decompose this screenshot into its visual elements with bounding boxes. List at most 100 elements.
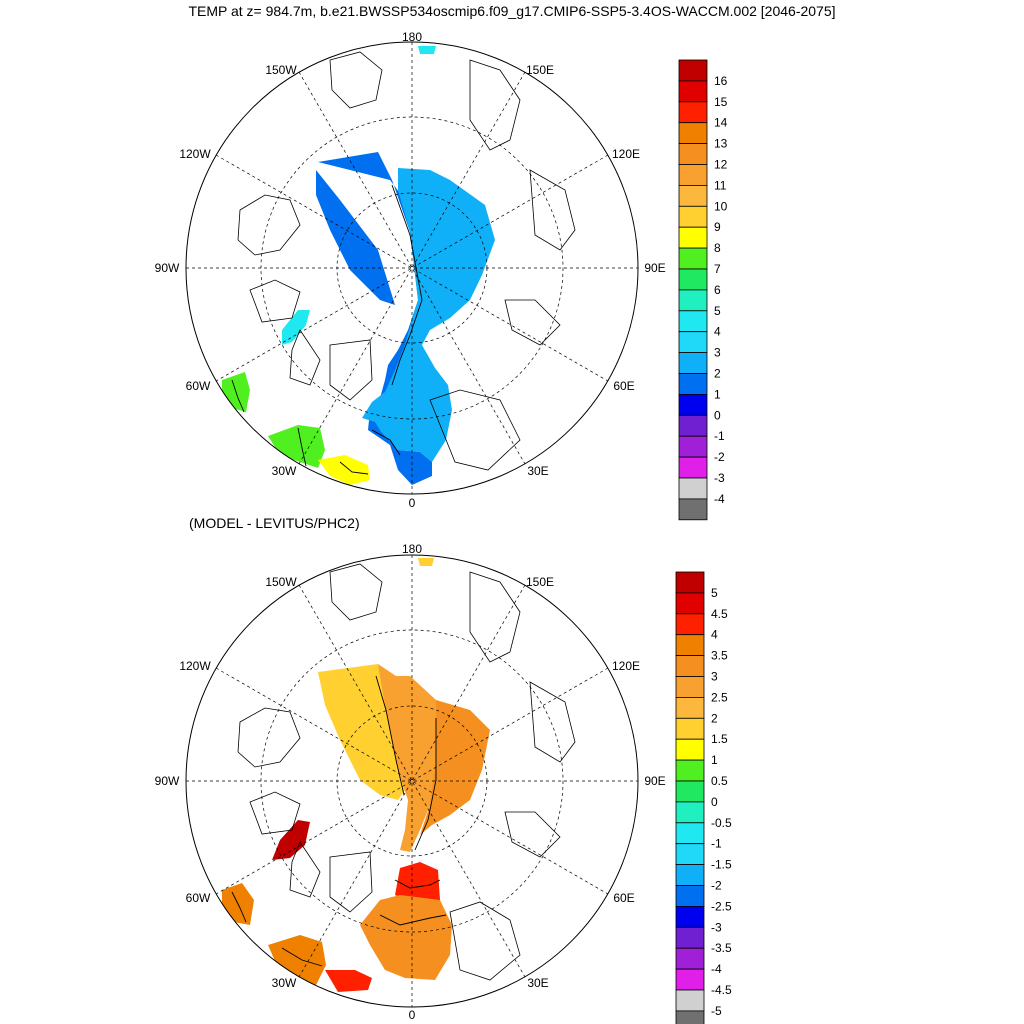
top-colorbar-tick-label: 8 — [714, 241, 721, 255]
bottom-colorbar-tick-label: 4 — [711, 628, 718, 642]
top-label-30w: 30W — [272, 464, 297, 478]
bottom-field-fram-strait — [395, 862, 440, 905]
bottom-colorbar-swatch — [675, 717, 705, 740]
top-colorbar-tick-label: 11 — [714, 178, 727, 192]
bottom-label-120w: 120W — [179, 659, 211, 673]
bottom-map-coastlines — [237, 563, 576, 981]
bottom-label-30w: 30W — [272, 976, 297, 990]
bottom-colorbar-tick-label: 2.5 — [711, 690, 728, 704]
top-polar-map: 180 150W 150E 120W 120E 90W 90E 60W 60E … — [155, 30, 666, 510]
top-field-atlantic-green — [268, 425, 325, 468]
bottom-colorbar-swatch — [675, 926, 705, 949]
top-colorbar-swatch — [678, 59, 708, 82]
bottom-field-atlantic — [268, 935, 326, 985]
top-label-90w: 90W — [155, 261, 180, 275]
bottom-map-fields — [222, 558, 576, 992]
top-colorbar-tick-label: 14 — [714, 116, 728, 130]
top-map-coastlines — [237, 51, 576, 471]
top-label-60e: 60E — [613, 379, 634, 393]
bottom-colorbar-tick-label: -2 — [711, 879, 722, 893]
top-colorbar-tick-label: 0 — [714, 408, 721, 422]
top-colorbar-swatch — [678, 122, 708, 144]
bottom-field-arctic-west — [318, 664, 405, 800]
top-colorbar-tick-label: -3 — [714, 471, 725, 485]
bottom-field-arctic-east — [378, 664, 436, 852]
top-field-pole-edge — [418, 46, 436, 54]
bottom-colorbar-swatch — [675, 864, 705, 886]
top-colorbar-tick-label: 10 — [714, 199, 728, 213]
bottom-map-boundary — [185, 554, 639, 1008]
bottom-field-pole-edge — [418, 558, 434, 566]
top-colorbar-tick-label: 2 — [714, 367, 721, 381]
bottom-label-0: 0 — [409, 1008, 416, 1022]
top-colorbar-tick-label: -1 — [714, 429, 725, 443]
top-label-60w: 60W — [186, 379, 211, 393]
bottom-colorbar-swatch — [675, 989, 705, 1012]
top-colorbar-swatch — [678, 498, 708, 521]
bottom-colorbar-swatch — [675, 655, 705, 677]
top-label-30e: 30E — [527, 464, 548, 478]
bottom-field-baffin-bay — [272, 820, 310, 860]
bottom-field-nordic-seas — [360, 895, 452, 980]
top-map-boundary — [185, 41, 639, 495]
bottom-colorbar-tick-label: -4.5 — [711, 983, 732, 997]
bottom-label-60w: 60W — [186, 891, 211, 905]
bottom-colorbar-tick-label: 2 — [711, 711, 718, 725]
bottom-colorbar-swatch — [675, 738, 705, 761]
bottom-field-arctic-far-east — [420, 700, 490, 835]
bottom-colorbar-tick-label: 3 — [711, 670, 718, 684]
top-colorbar-tick-label: 7 — [714, 262, 721, 276]
bottom-colorbar-swatch — [675, 822, 705, 845]
bottom-colorbar-swatch — [675, 947, 705, 970]
top-label-180: 180 — [402, 30, 422, 44]
bottom-colorbar-tick-label: -4 — [711, 962, 722, 976]
bottom-label-150e: 150E — [526, 575, 554, 589]
figure-title: TEMP at z= 984.7m, b.e21.BWSSP534oscmip6… — [188, 3, 836, 19]
bottom-colorbar-swatch — [675, 571, 705, 594]
top-field-baffin-bay — [282, 310, 310, 345]
bottom-colorbar-tick-label: -1 — [711, 837, 722, 851]
top-colorbar-swatch — [678, 80, 708, 103]
top-colorbar-swatch — [678, 164, 708, 186]
top-colorbar-swatch — [678, 477, 708, 500]
top-label-150w: 150W — [265, 63, 297, 77]
top-colorbar-swatch — [678, 101, 708, 124]
bottom-colorbar-tick-label: 0 — [711, 795, 718, 809]
bottom-colorbar-tick-label: -3 — [711, 920, 722, 934]
bottom-colorbar-tick-label: -1.5 — [711, 858, 732, 872]
top-colorbar-tick-label: -2 — [714, 450, 725, 464]
top-label-150e: 150E — [526, 63, 554, 77]
top-colorbar-tick-label: 1 — [714, 387, 721, 401]
bottom-map-contours — [231, 675, 447, 967]
bottom-label-90e: 90E — [644, 774, 665, 788]
top-colorbar-swatch — [678, 352, 708, 374]
bottom-colorbar-tick-label: 1.5 — [711, 732, 728, 746]
top-colorbar-tick-label: -4 — [714, 492, 725, 506]
bottom-colorbar-swatch — [675, 697, 705, 719]
bottom-colorbar-swatch — [675, 592, 705, 615]
top-map-contours — [231, 184, 423, 475]
top-colorbar-swatch — [678, 205, 708, 228]
top-colorbar-tick-label: 5 — [714, 304, 721, 318]
bottom-colorbar-swatch — [675, 968, 705, 991]
bottom-colorbar-swatch — [675, 906, 705, 928]
bottom-colorbar-tick-label: -3.5 — [711, 941, 732, 955]
top-map-fields — [222, 46, 576, 485]
bottom-polar-map: 180 150W 150E 120W 120E 90W 90E 60W 60E … — [155, 542, 666, 1022]
bottom-field-atlantic-red — [325, 970, 372, 992]
bottom-label-180: 180 — [402, 542, 422, 556]
bottom-colorbar-tick-label: 5 — [711, 586, 718, 600]
top-colorbar-swatch — [678, 435, 708, 458]
top-colorbar-swatch — [678, 268, 708, 291]
bottom-colorbar-tick-label: -2.5 — [711, 899, 732, 913]
bottom-colorbar-swatch — [675, 780, 705, 803]
bottom-colorbar-swatch — [675, 1010, 705, 1024]
bottom-label-150w: 150W — [265, 575, 297, 589]
top-colorbar-swatch — [678, 143, 708, 165]
bottom-colorbar-tick-label: 0.5 — [711, 774, 728, 788]
top-colorbar-swatch — [678, 310, 708, 333]
bottom-colorbar-tick-label: 4.5 — [711, 607, 728, 621]
bottom-colorbar-swatch — [675, 759, 705, 782]
top-colorbar-tick-label: 6 — [714, 283, 721, 297]
